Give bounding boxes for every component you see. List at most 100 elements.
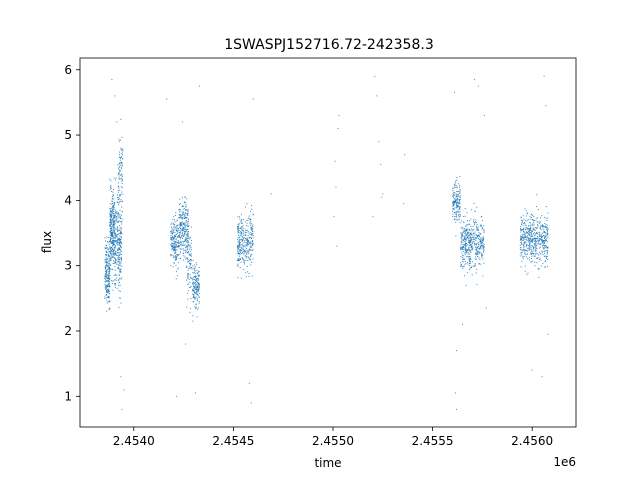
data-point <box>238 244 240 246</box>
data-point <box>465 248 467 250</box>
data-point <box>454 186 456 188</box>
data-point <box>547 247 549 249</box>
data-point <box>540 265 542 267</box>
data-point <box>195 282 197 284</box>
data-point <box>120 175 122 177</box>
data-point <box>187 242 189 244</box>
data-point <box>178 229 180 231</box>
data-point <box>464 242 466 244</box>
data-point <box>196 303 198 305</box>
data-point <box>459 211 461 213</box>
data-point <box>238 243 240 245</box>
data-point <box>239 236 241 238</box>
data-point <box>537 221 539 223</box>
data-point <box>248 250 250 252</box>
data-point <box>534 261 536 263</box>
data-point <box>116 249 118 251</box>
data-point <box>245 235 247 237</box>
data-point <box>481 239 483 241</box>
data-point <box>480 246 482 248</box>
data-point <box>523 237 525 239</box>
data-point <box>187 214 189 216</box>
data-point <box>536 244 538 246</box>
data-point <box>120 268 122 270</box>
data-point <box>105 274 107 276</box>
data-point <box>546 232 548 234</box>
data-point <box>185 224 187 226</box>
data-point <box>544 250 546 252</box>
data-point <box>535 240 537 242</box>
data-point <box>106 247 108 249</box>
data-point <box>196 299 198 301</box>
data-point <box>179 224 181 226</box>
data-point <box>528 235 530 237</box>
data-point <box>246 250 248 252</box>
data-point <box>251 275 253 277</box>
data-point <box>528 229 530 231</box>
data-point <box>110 230 112 232</box>
data-point <box>109 241 111 243</box>
data-point <box>520 249 522 251</box>
data-point <box>106 262 108 264</box>
data-point <box>170 235 172 237</box>
data-point <box>114 261 116 263</box>
data-point <box>189 245 191 247</box>
data-point <box>479 244 481 246</box>
data-point <box>179 225 181 227</box>
data-point <box>248 275 250 277</box>
data-point <box>533 238 535 240</box>
data-point <box>104 259 106 261</box>
data-point <box>110 247 112 249</box>
data-point <box>174 221 176 223</box>
data-point <box>173 242 175 244</box>
data-point <box>112 202 114 204</box>
data-point <box>118 282 120 284</box>
data-point <box>528 240 530 242</box>
data-point <box>112 256 114 258</box>
data-point <box>525 239 527 241</box>
data-point <box>522 256 524 258</box>
data-point <box>186 226 188 228</box>
data-point <box>482 258 484 260</box>
data-point <box>104 283 106 285</box>
data-point <box>241 248 243 250</box>
data-point <box>184 222 186 224</box>
data-point <box>112 240 114 242</box>
data-point <box>187 272 189 274</box>
data-point <box>251 205 253 207</box>
data-point <box>106 289 107 291</box>
data-point <box>539 232 541 234</box>
data-point <box>116 220 118 222</box>
data-point <box>177 245 179 247</box>
data-point <box>538 241 540 243</box>
data-point <box>532 251 534 253</box>
data-point <box>470 232 472 234</box>
data-point <box>241 218 243 220</box>
data-point <box>116 220 118 222</box>
data-point <box>480 243 482 245</box>
data-point <box>246 237 248 239</box>
data-point <box>533 237 535 239</box>
data-point <box>113 241 115 243</box>
data-point <box>179 241 181 243</box>
data-point <box>523 218 525 220</box>
data-point <box>534 255 536 257</box>
data-point <box>109 224 111 226</box>
data-point <box>113 211 115 213</box>
data-point <box>459 208 461 210</box>
data-point <box>454 185 456 187</box>
data-point <box>111 238 113 240</box>
data-point <box>109 285 110 287</box>
data-point <box>542 254 544 256</box>
data-point <box>452 202 454 204</box>
data-point <box>170 265 172 267</box>
data-point <box>250 249 252 251</box>
data-point <box>190 285 192 287</box>
data-point <box>250 226 252 228</box>
data-point <box>181 234 183 236</box>
data-point <box>176 230 178 232</box>
data-point <box>245 238 247 240</box>
data-point <box>240 235 242 237</box>
data-point <box>113 242 115 244</box>
data-point <box>198 271 200 273</box>
